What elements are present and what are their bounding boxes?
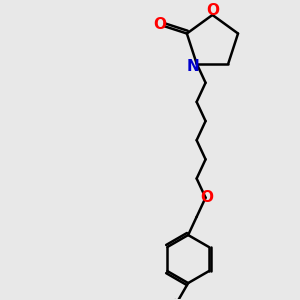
Text: N: N: [186, 59, 199, 74]
Text: O: O: [206, 3, 219, 18]
Text: O: O: [153, 17, 166, 32]
Text: O: O: [200, 190, 213, 205]
